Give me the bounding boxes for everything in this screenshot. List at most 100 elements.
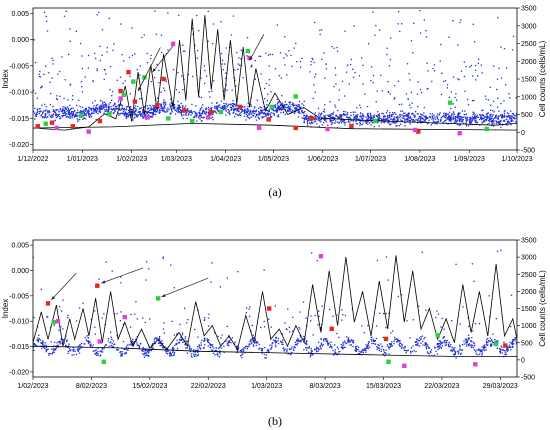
index-point bbox=[514, 115, 516, 117]
index-point bbox=[146, 112, 149, 114]
index-point bbox=[284, 106, 286, 108]
index-point bbox=[252, 344, 254, 346]
index-point bbox=[386, 344, 388, 346]
index-point bbox=[158, 337, 161, 339]
index-point bbox=[288, 353, 290, 355]
index-point bbox=[74, 115, 77, 117]
sample-marker bbox=[503, 343, 508, 348]
index-point bbox=[87, 337, 89, 339]
index-point bbox=[401, 23, 403, 25]
index-point bbox=[298, 100, 301, 103]
index-point bbox=[222, 107, 224, 109]
index-point bbox=[358, 346, 360, 348]
index-point bbox=[385, 118, 387, 120]
index-point bbox=[50, 114, 53, 116]
index-point bbox=[45, 65, 47, 67]
index-point bbox=[459, 323, 461, 325]
index-point bbox=[149, 104, 151, 106]
index-point bbox=[474, 117, 477, 119]
index-point bbox=[361, 325, 363, 327]
index-point bbox=[380, 350, 382, 353]
index-point bbox=[492, 125, 495, 127]
index-point bbox=[177, 71, 179, 74]
index-point bbox=[381, 90, 383, 92]
index-point bbox=[500, 126, 502, 129]
index-point bbox=[33, 343, 35, 345]
index-point bbox=[328, 114, 330, 116]
index-point bbox=[382, 121, 384, 123]
sample-marker bbox=[205, 115, 211, 120]
index-point bbox=[246, 346, 248, 348]
index-point bbox=[60, 310, 63, 312]
index-point bbox=[440, 341, 442, 344]
index-point bbox=[55, 109, 57, 111]
index-point bbox=[436, 118, 438, 120]
index-point bbox=[290, 54, 292, 57]
index-point bbox=[471, 100, 474, 102]
index-point bbox=[250, 113, 252, 115]
index-point bbox=[163, 322, 165, 324]
index-point bbox=[334, 351, 336, 353]
index-point bbox=[130, 108, 132, 110]
index-point bbox=[474, 119, 476, 122]
index-point bbox=[75, 30, 77, 32]
index-point bbox=[321, 345, 323, 347]
index-point bbox=[255, 109, 258, 111]
index-point bbox=[390, 118, 392, 120]
index-point bbox=[354, 71, 356, 74]
index-point bbox=[294, 108, 296, 110]
index-point bbox=[138, 346, 140, 349]
index-point bbox=[68, 348, 71, 350]
index-point bbox=[281, 95, 283, 97]
index-point bbox=[452, 113, 454, 115]
index-point bbox=[419, 10, 421, 12]
index-point bbox=[139, 65, 141, 67]
index-point bbox=[409, 104, 411, 106]
index-point bbox=[114, 105, 117, 107]
index-point bbox=[273, 113, 276, 115]
cell-counts-line bbox=[33, 255, 517, 351]
index-point bbox=[55, 113, 57, 115]
index-point bbox=[467, 339, 469, 341]
index-point bbox=[317, 107, 320, 110]
index-point bbox=[111, 99, 113, 101]
index-point bbox=[108, 106, 110, 108]
index-point bbox=[50, 341, 52, 343]
index-point bbox=[347, 338, 349, 340]
index-point bbox=[95, 57, 97, 60]
index-point bbox=[466, 119, 468, 121]
index-point bbox=[131, 27, 133, 29]
index-point bbox=[382, 113, 385, 115]
index-point bbox=[259, 106, 261, 108]
index-point bbox=[409, 120, 411, 122]
index-point bbox=[472, 113, 474, 116]
index-point bbox=[99, 355, 101, 357]
index-point bbox=[301, 110, 303, 112]
index-point bbox=[89, 108, 92, 110]
index-point bbox=[446, 339, 448, 342]
index-point bbox=[217, 347, 220, 350]
index-point bbox=[188, 344, 190, 346]
index-point bbox=[343, 119, 346, 121]
index-point bbox=[479, 124, 481, 126]
index-point bbox=[227, 343, 229, 345]
index-point bbox=[336, 332, 338, 335]
index-point bbox=[443, 112, 445, 114]
index-point bbox=[485, 342, 488, 344]
index-point bbox=[163, 347, 165, 349]
index-point bbox=[38, 75, 41, 78]
index-point bbox=[108, 108, 110, 110]
index-point bbox=[477, 62, 479, 65]
index-point bbox=[449, 119, 451, 122]
index-point bbox=[79, 118, 81, 121]
index-point bbox=[49, 115, 52, 118]
index-point bbox=[398, 114, 401, 116]
index-point bbox=[334, 120, 337, 122]
index-point bbox=[484, 116, 487, 118]
index-point bbox=[87, 341, 90, 343]
index-point bbox=[451, 350, 453, 353]
index-point bbox=[291, 346, 293, 348]
sample-marker bbox=[118, 88, 123, 94]
index-point bbox=[483, 344, 485, 346]
index-point bbox=[195, 355, 197, 357]
